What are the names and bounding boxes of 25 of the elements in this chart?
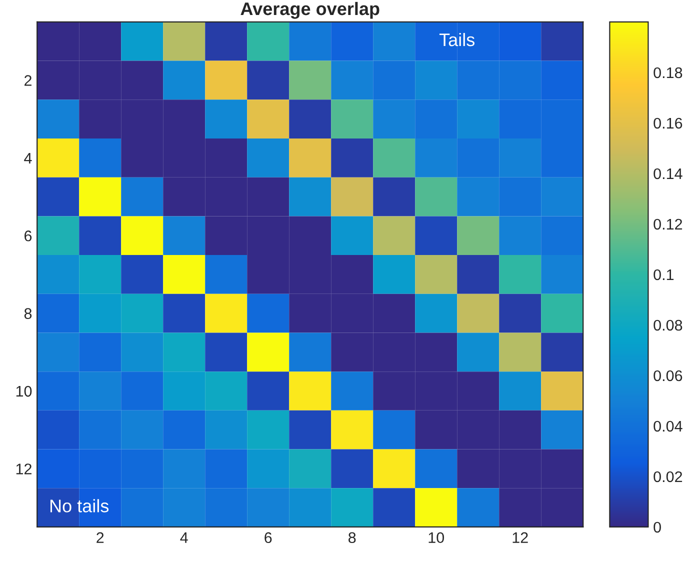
color-bar-label: 0.02 xyxy=(654,471,682,482)
color-bar-label: 0.18 xyxy=(654,67,682,78)
annotation: Tails xyxy=(439,32,475,46)
y-tick-label: 8 xyxy=(24,308,32,319)
color-bar-label: 0 xyxy=(654,522,661,533)
x-tick-label: 6 xyxy=(264,532,272,544)
y-tick-label: 10 xyxy=(16,386,32,397)
color-bar-label: 0.1 xyxy=(654,269,674,280)
color-bar-label: 0.06 xyxy=(654,370,682,382)
y-tick-label: 4 xyxy=(24,152,32,164)
y-tick-label: 6 xyxy=(24,230,32,242)
x-tick-label: 8 xyxy=(348,532,356,544)
color-bar-label: 0.04 xyxy=(654,420,682,432)
x-tick-label: 12 xyxy=(512,532,528,543)
chart-title: Average overlap xyxy=(240,2,380,19)
color-bar-label: 0.16 xyxy=(654,118,682,129)
color-bar-label: 0.14 xyxy=(654,168,682,180)
y-tick-label: 12 xyxy=(16,464,32,474)
x-tick-label: 4 xyxy=(180,532,188,543)
color-bar-label: 0.08 xyxy=(654,320,682,331)
x-tick-label: 2 xyxy=(96,532,104,543)
y-tick-label: 2 xyxy=(24,75,32,86)
x-tick-label: 10 xyxy=(428,532,444,544)
annotation: No tails xyxy=(50,499,109,512)
color-bar-label: 0.12 xyxy=(654,218,682,230)
